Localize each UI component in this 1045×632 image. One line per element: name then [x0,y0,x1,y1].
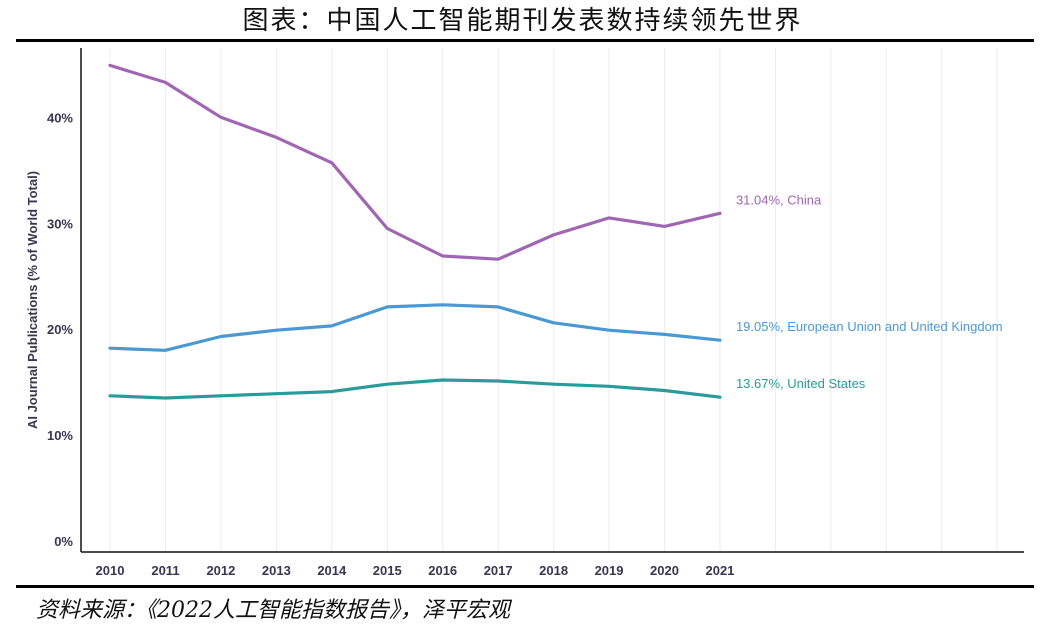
series-line-european-union-and-united-kingdom [108,303,722,352]
top-divider [16,39,1034,42]
page-title: 图表：中国人工智能期刊发表数持续领先世界 [242,6,803,36]
series-end-label: 31.04%, China [736,192,822,207]
x-tick-label: 2018 [539,563,568,578]
source-note: 资料来源：《2022人工智能指数报告》，泽平宏观 [36,598,510,623]
x-tick-label: 2011 [151,563,179,578]
x-tick-label: 2016 [428,563,457,578]
x-tick-label: 2019 [595,563,624,578]
x-tick-label: 2013 [262,563,291,578]
chart-axes [80,48,1024,553]
y-tick-label: 10% [47,428,73,443]
chart-grid [109,48,998,552]
bottom-divider [16,585,1034,588]
series-end-label: 19.05%, European Union and United Kingdo… [736,319,1003,334]
y-tick-labels: 0% 10% 20% 30% 40% [47,110,73,549]
series-end-label: 13.67%, United States [736,376,866,391]
y-tick-label: 0% [54,534,73,549]
x-tick-label: 2021 [705,563,734,578]
x-tick-label: 2020 [650,563,679,578]
chart-series [108,63,722,400]
y-tick-label: 20% [47,322,73,337]
y-tick-label: 40% [47,110,73,125]
x-tick-label: 2017 [484,563,513,578]
series-line-china [108,63,722,261]
x-tick-label: 2012 [206,563,235,578]
series-line-united-states [108,378,722,400]
x-tick-label: 2010 [96,563,125,578]
series-end-labels: 31.04%, China 19.05%, European Union and … [736,192,1003,391]
x-tick-label: 2015 [373,563,402,578]
x-tick-label: 2014 [317,563,347,578]
y-tick-label: 30% [47,216,73,231]
y-axis-label: AI Journal Publications (% of World Tota… [25,171,40,429]
x-tick-labels: 2010 2011 2012 2013 2014 2015 2016 2017 2018 2019… [96,563,735,578]
